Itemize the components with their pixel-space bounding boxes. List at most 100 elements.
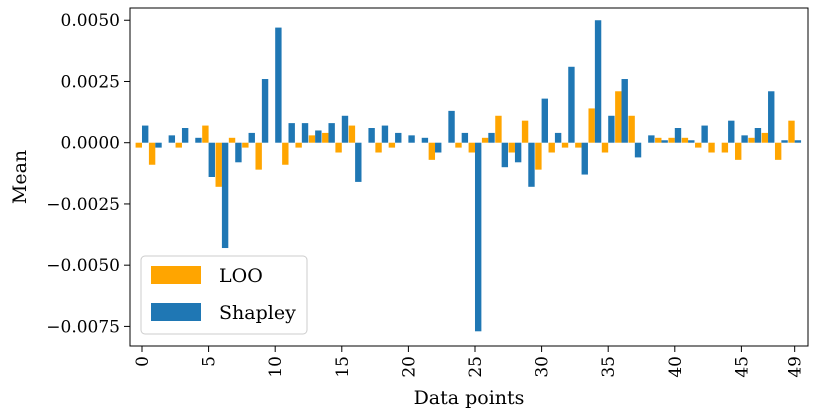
bar-loo-30 xyxy=(535,142,542,170)
bar-shapley-22 xyxy=(435,142,442,153)
bar-loo-26 xyxy=(481,137,489,143)
bar-shapley-1 xyxy=(155,142,162,148)
bar-loo-5 xyxy=(202,125,209,143)
bar-loo-48 xyxy=(774,142,782,160)
bar-shapley-10 xyxy=(275,27,282,143)
x-axis-label: Data points xyxy=(414,387,525,409)
x-tick-label: 40 xyxy=(666,356,686,378)
bar-loo-35 xyxy=(601,142,609,153)
x-axis: 0 5 10 15 20 25 30 35 40 45 49 xyxy=(133,346,806,378)
bar-loo-29 xyxy=(521,120,529,143)
bar-shapley-13 xyxy=(315,130,322,143)
bar-loo-1 xyxy=(148,142,156,165)
x-tick-label: 0 xyxy=(133,356,153,367)
x-tick-label: 20 xyxy=(399,356,419,378)
bar-shapley-18 xyxy=(381,125,389,143)
bar-shapley-19 xyxy=(395,132,402,143)
bar-shapley-27 xyxy=(501,142,509,168)
x-tick-label: 10 xyxy=(266,356,286,378)
bar-shapley-44 xyxy=(728,120,735,143)
bar-shapley-8 xyxy=(248,132,255,143)
bar-shapley-4 xyxy=(195,137,202,143)
bar-shapley-47 xyxy=(768,91,775,143)
bar-loo-8 xyxy=(242,142,249,148)
bar-shapley-34 xyxy=(594,20,602,143)
bar-loo-28 xyxy=(508,142,515,153)
bar-loo-6 xyxy=(215,142,222,187)
bar-loo-19 xyxy=(388,142,396,148)
y-tick-label: −0.0075 xyxy=(46,317,120,337)
bar-shapley-32 xyxy=(568,66,575,143)
legend-swatch-loo xyxy=(151,266,201,284)
legend: LOO Shapley xyxy=(140,255,308,335)
bar-shapley-45 xyxy=(741,135,748,143)
bar-loo-14 xyxy=(322,132,329,143)
bar-loo-47 xyxy=(761,132,769,143)
bar-shapley-48 xyxy=(781,140,788,143)
bar-shapley-15 xyxy=(341,115,349,143)
bar-shapley-5 xyxy=(208,142,215,177)
y-tick-label: 0.0025 xyxy=(61,72,120,92)
y-axis-label: Mean xyxy=(9,150,31,204)
bar-shapley-25 xyxy=(474,142,482,332)
bar-loo-13 xyxy=(308,135,316,143)
bar-shapley-38 xyxy=(648,135,655,143)
plot-frame xyxy=(129,7,809,347)
bar-loo-12 xyxy=(295,142,302,148)
x-tick-label: 45 xyxy=(732,356,752,378)
y-tick-label: −0.0025 xyxy=(46,195,120,215)
bar-shapley-16 xyxy=(355,142,362,182)
x-tick-label: 35 xyxy=(599,356,619,378)
bar-loo-33 xyxy=(575,142,582,148)
bar-loo-36 xyxy=(615,91,622,143)
bar-shapley-24 xyxy=(461,132,469,143)
bar-shapley-17 xyxy=(368,128,375,143)
x-tick-label: 5 xyxy=(200,356,220,367)
bar-loo-44 xyxy=(721,142,729,153)
legend-label-loo: LOO xyxy=(219,265,263,287)
bar-shapley-9 xyxy=(261,79,269,143)
bar-loo-40 xyxy=(668,137,675,143)
bar-shapley-36 xyxy=(621,79,628,143)
x-tick-label: 30 xyxy=(533,356,553,378)
bar-loo-46 xyxy=(748,137,755,143)
x-tick-label: 15 xyxy=(333,356,353,378)
bar-loo-45 xyxy=(735,142,742,160)
bar-shapley-6 xyxy=(221,142,229,249)
y-tick-label: 0.0050 xyxy=(61,11,120,31)
bar-shapley-3 xyxy=(181,128,189,143)
bar-loo-41 xyxy=(681,137,689,143)
bar-loo-3 xyxy=(175,142,182,148)
bar-loo-31 xyxy=(548,142,555,153)
bar-loo-11 xyxy=(282,142,289,165)
bar-loo-7 xyxy=(228,137,236,143)
bar-loo-42 xyxy=(695,142,702,148)
bar-loo-32 xyxy=(561,142,569,148)
bar-loo-34 xyxy=(588,108,595,143)
y-axis: 0.0050 0.0025 0.0000 −0.0025 −0.0050 −0.0075 xyxy=(46,11,130,337)
bar-shapley-39 xyxy=(661,140,668,143)
bar-loo-37 xyxy=(628,115,635,143)
bar-shapley-30 xyxy=(541,98,548,143)
bar-shapley-33 xyxy=(581,142,588,175)
bar-shapley-2 xyxy=(168,135,176,143)
bar-shapley-41 xyxy=(688,140,695,143)
legend-label-shapley: Shapley xyxy=(219,302,296,324)
bar-shapley-11 xyxy=(288,123,295,143)
y-tick-label: 0.0000 xyxy=(61,134,120,154)
bar-shapley-37 xyxy=(634,142,642,158)
bar-loo-24 xyxy=(455,142,462,148)
bar-shapley-29 xyxy=(528,142,535,187)
bar-shapley-35 xyxy=(608,115,615,143)
bar-shapley-14 xyxy=(328,123,335,143)
bar-loo-22 xyxy=(428,142,436,160)
bar-loo-16 xyxy=(348,125,356,143)
bar-shapley-26 xyxy=(488,132,495,143)
bar-shapley-46 xyxy=(754,128,762,143)
bar-loo-18 xyxy=(375,142,382,153)
bar-loo-43 xyxy=(708,142,715,153)
bar-loo-39 xyxy=(655,137,662,143)
bar-loo-15 xyxy=(335,142,342,153)
bars-layer xyxy=(135,20,802,332)
